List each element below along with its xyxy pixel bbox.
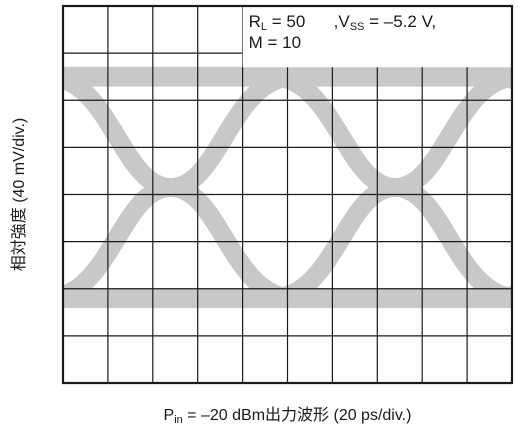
x-axis-label-subscript: in: [174, 414, 183, 426]
annotation-line-1-part-1: L: [261, 21, 267, 33]
y-axis-label: 相対強度 (40 mV/div.): [10, 118, 28, 272]
grid-lines: [63, 6, 512, 383]
annotation-line-2: M = 10: [249, 33, 301, 52]
x-axis-label-prefix: P: [164, 407, 175, 424]
plot-frame: [61, 4, 514, 385]
annotation-line-1-part-0: R: [249, 12, 261, 31]
annotation-line-1-part-4: SS: [350, 21, 365, 33]
eye-falling-transition-1: [63, 69, 296, 308]
eye-falling-transition-2: [270, 67, 512, 307]
annotation-line-1-part-5: = –5.2 V,: [364, 12, 436, 31]
annotation-line-1-part-3: ,V: [305, 12, 350, 31]
eye-trace-layer: [63, 66, 512, 309]
x-axis-label: Pin = –20 dBm出力波形 (20 ps/div.): [164, 406, 412, 426]
annotation-line-1-part-2: = 50: [267, 12, 305, 31]
eye-falling-transition-3: [495, 67, 512, 90]
annotation-box: [242, 6, 512, 68]
annotation-line-1: RL = 50 ,VSS = –5.2 V,: [249, 12, 436, 33]
x-axis-label-text: = –20 dBm出力波形 (20 ps/div.): [183, 406, 412, 424]
eye-rising-transition-3: [495, 285, 512, 308]
